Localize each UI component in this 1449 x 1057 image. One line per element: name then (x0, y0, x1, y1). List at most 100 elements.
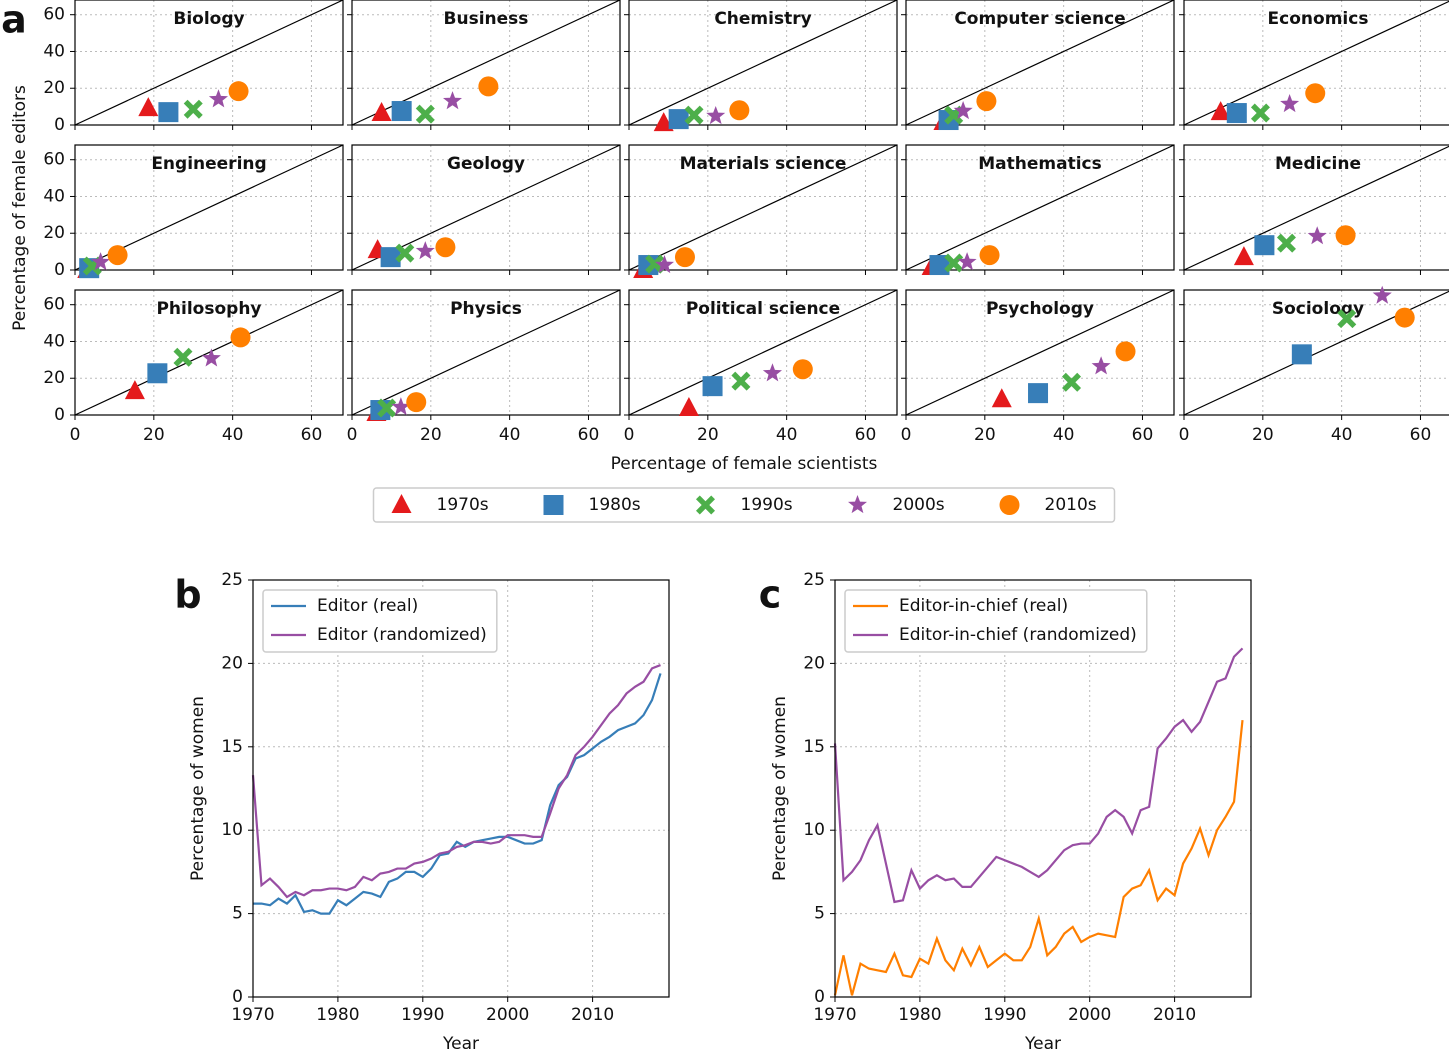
marker (1305, 83, 1326, 104)
y-tick-label: 20 (43, 368, 65, 388)
plot-frame (834, 579, 1252, 998)
x-tick-label: 1990 (401, 1005, 444, 1025)
panel-title: Computer science (954, 9, 1125, 29)
legend-label: Editor-in-chief (randomized) (899, 625, 1137, 645)
marker (655, 255, 674, 274)
y-tick-label: 0 (814, 987, 825, 1007)
marker (991, 388, 1012, 408)
marker (371, 102, 392, 122)
marker (976, 91, 997, 112)
x-tick-label: 40 (499, 425, 521, 445)
diagonal (351, 289, 621, 416)
marker (147, 363, 168, 384)
y-axis-label: Percentage of women (770, 696, 790, 881)
x-tick-label: 60 (855, 425, 877, 445)
marker (1394, 307, 1415, 328)
y-tick-label: 5 (232, 904, 243, 924)
y-tick-label: 20 (43, 223, 65, 243)
marker (706, 106, 726, 125)
x-tick-label: 0 (70, 425, 81, 445)
legend-label: Editor-in-chief (real) (899, 596, 1068, 616)
diagonal (905, 0, 1175, 126)
legend: Editor-in-chief (real) Editor-in-chief (r… (844, 589, 1148, 653)
y-tick-label: 20 (803, 653, 825, 673)
plot-frame (74, 289, 344, 416)
plot-frame (1183, 144, 1449, 271)
marker (124, 380, 145, 400)
marker (929, 255, 950, 276)
x-tick-label: 60 (1410, 425, 1432, 445)
marker (208, 89, 228, 108)
y-tick-label: 0 (54, 260, 65, 280)
marker (1291, 344, 1312, 365)
x-tick-label: 0 (1179, 425, 1190, 445)
x-tick-label: 2000 (1068, 1005, 1111, 1025)
legend-label: 1980s (589, 495, 641, 515)
marker (1115, 341, 1136, 362)
y-tick-label: 25 (803, 570, 825, 590)
diagonal (628, 144, 898, 271)
y-tick-label: 60 (43, 295, 65, 315)
y-tick-label: 10 (221, 820, 243, 840)
panel-title: Biology (173, 9, 244, 29)
marker (1062, 372, 1082, 392)
marker (158, 102, 179, 123)
marker (848, 495, 867, 514)
legend-label: Editor (real) (317, 596, 418, 616)
x-tick-label: 1990 (983, 1005, 1026, 1025)
y-tick-label: 60 (43, 150, 65, 170)
marker (1372, 285, 1392, 304)
x-tick-label: 2010 (571, 1005, 614, 1025)
marker (684, 105, 704, 125)
marker (1335, 225, 1356, 246)
marker (1254, 235, 1275, 256)
y-tick-label: 0 (54, 405, 65, 425)
plot-frame (628, 289, 898, 416)
marker (792, 359, 813, 380)
marker (762, 363, 782, 382)
marker (228, 81, 249, 102)
marker (173, 347, 193, 367)
legend-label: 1970s (437, 495, 489, 515)
marker (674, 247, 695, 268)
x-tick-label: 40 (1331, 425, 1353, 445)
panel-label: a (1, 0, 27, 42)
plot-frame (1183, 289, 1449, 416)
legend-label: 2000s (893, 495, 945, 515)
y-axis-label: Percentage of women (188, 696, 208, 881)
marker (668, 109, 689, 130)
diagonal (74, 289, 344, 416)
plot-frame (351, 289, 621, 416)
x-tick-label: 20 (143, 425, 165, 445)
diagonal (628, 289, 898, 416)
plot-frame (628, 144, 898, 271)
y-tick-label: 60 (43, 5, 65, 25)
marker (678, 397, 699, 417)
marker (1337, 309, 1357, 329)
x-axis-label: Year (1024, 1034, 1061, 1054)
panel-title: Chemistry (714, 9, 811, 29)
marker (957, 252, 977, 271)
x-tick-label: 40 (776, 425, 798, 445)
marker (391, 397, 411, 416)
marker (979, 245, 1000, 266)
marker (1276, 233, 1296, 253)
marker (91, 252, 111, 271)
plot-frame (628, 0, 898, 126)
marker (391, 494, 412, 513)
y-axis-label: Percentage of female editors (10, 85, 30, 331)
panel-title: Business (444, 9, 529, 29)
marker (478, 76, 499, 97)
x-tick-label: 40 (222, 425, 244, 445)
marker (953, 101, 973, 120)
plot-frame (74, 144, 344, 271)
x-tick-label: 20 (697, 425, 719, 445)
y-tick-label: 40 (43, 186, 65, 206)
x-tick-label: 2010 (1153, 1005, 1196, 1025)
legend-label: 2010s (1045, 495, 1097, 515)
legend-label: 1990s (741, 495, 793, 515)
marker (1028, 383, 1049, 404)
x-axis-label: Percentage of female scientists (611, 454, 878, 474)
panel-title: Materials science (680, 154, 847, 174)
diagonal (628, 0, 898, 126)
